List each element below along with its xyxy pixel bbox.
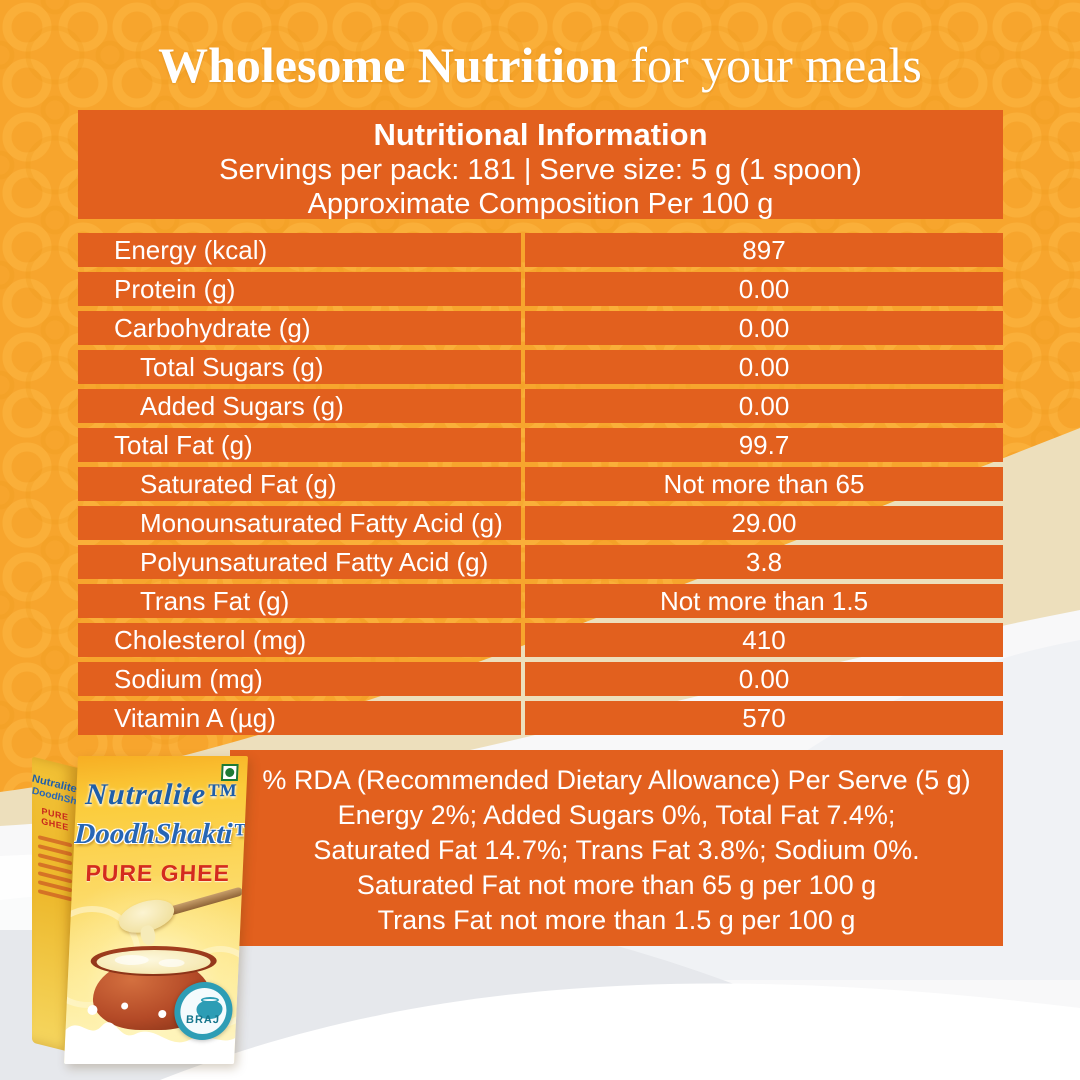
table-row: Cholesterol (mg) 410 <box>78 623 1003 657</box>
nutrient-value: 0.00 <box>525 389 1003 423</box>
rda-line: % RDA (Recommended Dietary Allowance) Pe… <box>262 765 971 795</box>
table-row: Energy (kcal) 897 <box>78 233 1003 267</box>
table-row: Protein (g) 0.00 <box>78 272 1003 306</box>
table-row: Trans Fat (g) Not more than 1.5 <box>78 584 1003 618</box>
table-row: Polyunsaturated Fatty Acid (g) 3.8 <box>78 545 1003 579</box>
nutrient-value: 0.00 <box>525 350 1003 384</box>
nutrition-header-title: Nutritional Information <box>373 117 708 152</box>
table-row: Monounsaturated Fatty Acid (g) 29.00 <box>78 506 1003 540</box>
rda-line: Energy 2%; Added Sugars 0%, Total Fat 7.… <box>337 800 896 830</box>
nutrient-label: Cholesterol (mg) <box>78 623 521 657</box>
nutrient-label: Protein (g) <box>78 272 521 306</box>
table-row: Carbohydrate (g) 0.00 <box>78 311 1003 345</box>
pack-front-panel: Nutralite™ DoodhShakti™ PURE GHEE <box>64 756 249 1064</box>
nutrient-value: 570 <box>525 701 1003 735</box>
nutrient-value: 0.00 <box>525 272 1003 306</box>
rda-panel: % RDA (Recommended Dietary Allowance) Pe… <box>230 750 1003 946</box>
product-pack: Nutralite™ DoodhShakti™ PURE GHEE Nutral… <box>28 756 250 1068</box>
servings-line: Servings per pack: 181 | Serve size: 5 g… <box>219 154 862 186</box>
nutrient-label: Polyunsaturated Fatty Acid (g) <box>78 545 521 579</box>
nutrition-header-panel: Nutritional Information Servings per pac… <box>78 110 1003 220</box>
nutrient-label: Monounsaturated Fatty Acid (g) <box>78 506 521 540</box>
table-row: Total Fat (g) 99.7 <box>78 428 1003 462</box>
nutrient-value: 897 <box>525 233 1003 267</box>
nutrient-value: 410 <box>525 623 1003 657</box>
table-row: Saturated Fat (g) Not more than 65 <box>78 467 1003 501</box>
nutrient-value: Not more than 1.5 <box>525 584 1003 618</box>
table-row: Sodium (mg) 0.00 <box>78 662 1003 696</box>
nutrient-label: Total Fat (g) <box>78 428 521 462</box>
nutrient-label: Vitamin A (µg) <box>78 701 521 735</box>
nutrient-value: 3.8 <box>525 545 1003 579</box>
nutrition-table: Energy (kcal) 897 Protein (g) 0.00 Carbo… <box>78 233 1003 740</box>
table-row: Vitamin A (µg) 570 <box>78 701 1003 735</box>
braj-label: BRAJ <box>185 1014 221 1026</box>
rda-line: Trans Fat not more than 1.5 g per 100 g <box>377 905 856 935</box>
table-row: Added Sugars (g) 0.00 <box>78 389 1003 423</box>
pack-side-content: Nutralite™ DoodhShakti™ PURE GHEE <box>32 757 104 903</box>
nutrient-label: Carbohydrate (g) <box>78 311 521 345</box>
page-title: Wholesome Nutrition for your meals <box>0 34 1080 96</box>
braj-badge-inner: BRAJ <box>179 988 228 1034</box>
nutrient-label: Saturated Fat (g) <box>78 467 521 501</box>
nutrient-label: Energy (kcal) <box>78 233 521 267</box>
table-row: Total Sugars (g) 0.00 <box>78 350 1003 384</box>
page-title-rest: for your meals <box>617 37 922 93</box>
rda-line: Saturated Fat 14.7%; Trans Fat 3.8%; Sod… <box>313 835 920 865</box>
nutrient-value: 0.00 <box>525 311 1003 345</box>
rda-line: Saturated Fat not more than 65 g per 100… <box>356 870 877 900</box>
composition-line: Approximate Composition Per 100 g <box>307 188 774 220</box>
nutrient-value: 0.00 <box>525 662 1003 696</box>
pot-ghee <box>96 950 212 974</box>
nutrient-label: Total Sugars (g) <box>78 350 521 384</box>
nutrient-value: 29.00 <box>525 506 1003 540</box>
page-title-emphasis: Wholesome Nutrition <box>158 37 618 93</box>
brand-logo: Nutralite™ <box>84 778 238 811</box>
side-variant-label: PURE GHEE <box>41 805 69 833</box>
sub-brand-logo: DoodhShakti™ <box>73 818 249 850</box>
nutrient-label: Trans Fat (g) <box>78 584 521 618</box>
nutrient-value: 99.7 <box>525 428 1003 462</box>
nutrient-label: Sodium (mg) <box>78 662 521 696</box>
nutrient-value: Not more than 65 <box>525 467 1003 501</box>
nutrient-label: Added Sugars (g) <box>78 389 521 423</box>
